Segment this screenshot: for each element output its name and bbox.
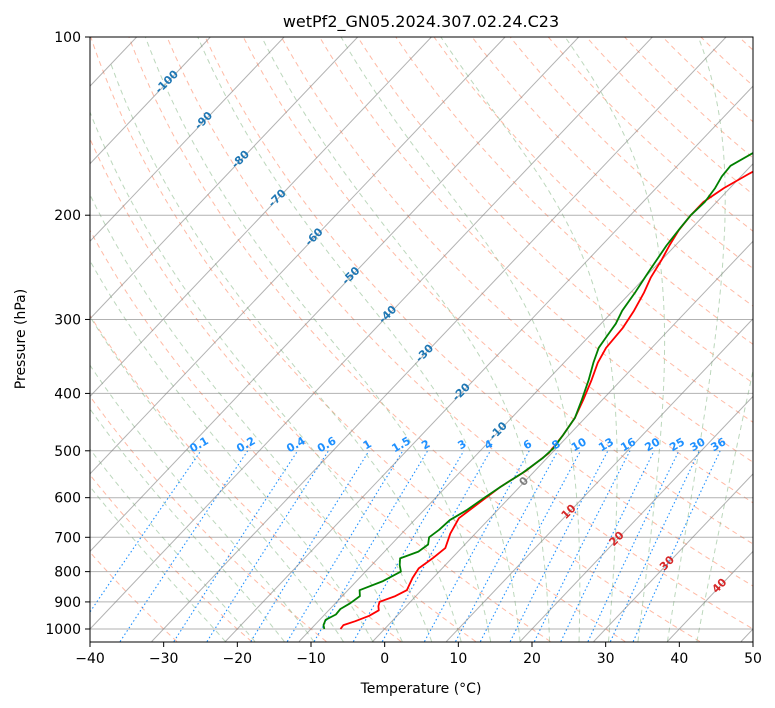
dry-adiabat: [128, 37, 701, 642]
gridlines: [90, 37, 753, 642]
y-axis-title: Pressure (hPa): [13, 289, 29, 389]
y-tick-label: 600: [54, 491, 81, 507]
dry-adiabat: [547, 37, 753, 232]
y-tick-label: 800: [54, 565, 81, 581]
mixing-ratio-line: [455, 450, 559, 642]
moist-adiabat: [340, 37, 581, 642]
mixing-ratio-line: [173, 450, 299, 642]
mixing-ratio-line: [313, 450, 429, 642]
isotherm-line: [151, 37, 727, 642]
dry-adiabat: [509, 37, 753, 270]
dry-adiabat: [90, 314, 402, 642]
dry-adiabat: [90, 37, 626, 642]
isotherm-line: [90, 37, 211, 165]
isotherm-line: [298, 163, 753, 642]
isotherm-line: [372, 240, 753, 642]
temperature-profile-line: [339, 170, 753, 630]
moist-adiabat: [197, 37, 521, 642]
isotherm-line: [90, 37, 506, 475]
plot-frame: [89, 36, 754, 643]
mixing-ratio-line: [424, 450, 530, 642]
moist-adiabat: [90, 110, 433, 642]
y-tick-label: 1000: [45, 622, 81, 638]
isotherm-line: [90, 37, 285, 242]
y-tick-label: 900: [54, 595, 81, 611]
dry-adiabat: [395, 37, 753, 384]
isotherm-line: [90, 37, 653, 630]
mixing-ratio-line: [381, 450, 491, 642]
chart-title: wetPf2_GN05.2024.307.02.24.C23: [283, 12, 559, 32]
dry-adiabat: [433, 37, 753, 345]
x-tick-label: 30: [597, 651, 615, 667]
isotherm-line: [90, 37, 432, 398]
dry-adiabat: [357, 37, 753, 423]
mixing-ratio-line: [286, 450, 404, 642]
dry-adiabat: [280, 37, 753, 504]
axes: −40 −30 −20 −10 0 10 20 30 40 50 100 200 300 400 500 60…: [45, 30, 762, 667]
moist-adiabat: [90, 485, 226, 642]
isotherm-line: [90, 37, 359, 320]
dry-adiabat: [624, 37, 753, 159]
profile-lines: [322, 151, 753, 630]
dry-adiabat: [471, 37, 753, 307]
moist-adiabat: [666, 37, 726, 642]
x-tick-label: −40: [75, 651, 105, 667]
y-tick-label: 200: [54, 208, 81, 224]
moist-adiabat: [440, 37, 618, 642]
x-tick-label: 50: [744, 651, 762, 667]
mixing-ratio-line: [90, 450, 202, 613]
moist-adiabat: [144, 37, 492, 642]
mixing-ratio-line: [609, 450, 700, 642]
isotherm-line: [446, 318, 753, 642]
dry-adiabat: [586, 37, 753, 196]
y-tick-label: 300: [54, 312, 81, 328]
x-tick-label: −20: [223, 651, 253, 667]
mixing-ratio-line: [352, 450, 465, 642]
mixing-ratio-line: [250, 450, 370, 642]
x-tick-label: 40: [670, 651, 688, 667]
x-axis-title: Temperature (°C): [360, 681, 482, 697]
mixing-ratio-line: [206, 450, 329, 642]
dry-adiabat: [90, 474, 252, 642]
moist-adiabat: [564, 37, 666, 642]
x-tick-label: −10: [296, 651, 326, 667]
background-lines: [90, 37, 753, 642]
mixing-ratio-line: [587, 450, 680, 642]
y-tick-label: 100: [54, 30, 81, 46]
moist-adiabat: [90, 364, 315, 642]
isotherm-line: [593, 473, 753, 642]
dewpoint-profile-line: [322, 151, 753, 630]
x-tick-label: 20: [523, 651, 541, 667]
mixing-ratio-line: [632, 450, 721, 642]
x-tick-label: 0: [380, 651, 389, 667]
moist-adiabat: [696, 368, 753, 642]
dry-adiabat: [319, 37, 753, 463]
isotherm-line: [225, 85, 753, 642]
mixing-ratio-line: [560, 450, 655, 642]
isotherm-line: [519, 395, 753, 642]
dry-adiabat: [204, 37, 753, 587]
moist-adiabat: [109, 61, 462, 642]
y-tick-label: 500: [54, 444, 81, 460]
moist-adiabat: [90, 408, 285, 642]
x-tick-label: 10: [449, 651, 467, 667]
dry-adiabat: [166, 37, 753, 630]
isotherm-line: [90, 37, 580, 553]
x-tick-label: −30: [149, 651, 179, 667]
dry-adiabat: [242, 37, 753, 545]
moist-adiabat: [90, 448, 256, 642]
y-tick-label: 700: [54, 530, 81, 546]
moist-adiabat: [261, 37, 550, 642]
y-tick-label: 400: [54, 386, 81, 402]
